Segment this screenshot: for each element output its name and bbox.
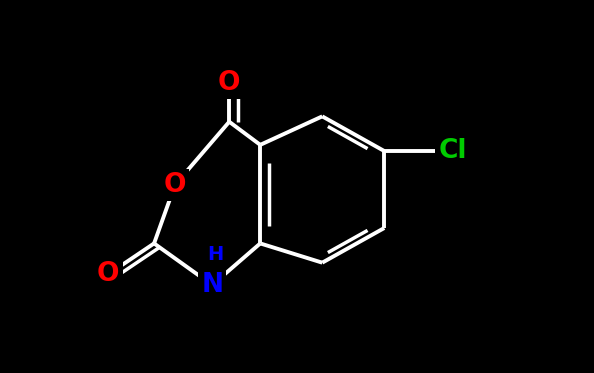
- Text: O: O: [164, 172, 187, 198]
- Text: O: O: [218, 70, 241, 96]
- Text: O: O: [97, 261, 119, 287]
- Text: N: N: [201, 272, 223, 298]
- Text: Cl: Cl: [438, 138, 467, 164]
- Text: H: H: [207, 245, 223, 264]
